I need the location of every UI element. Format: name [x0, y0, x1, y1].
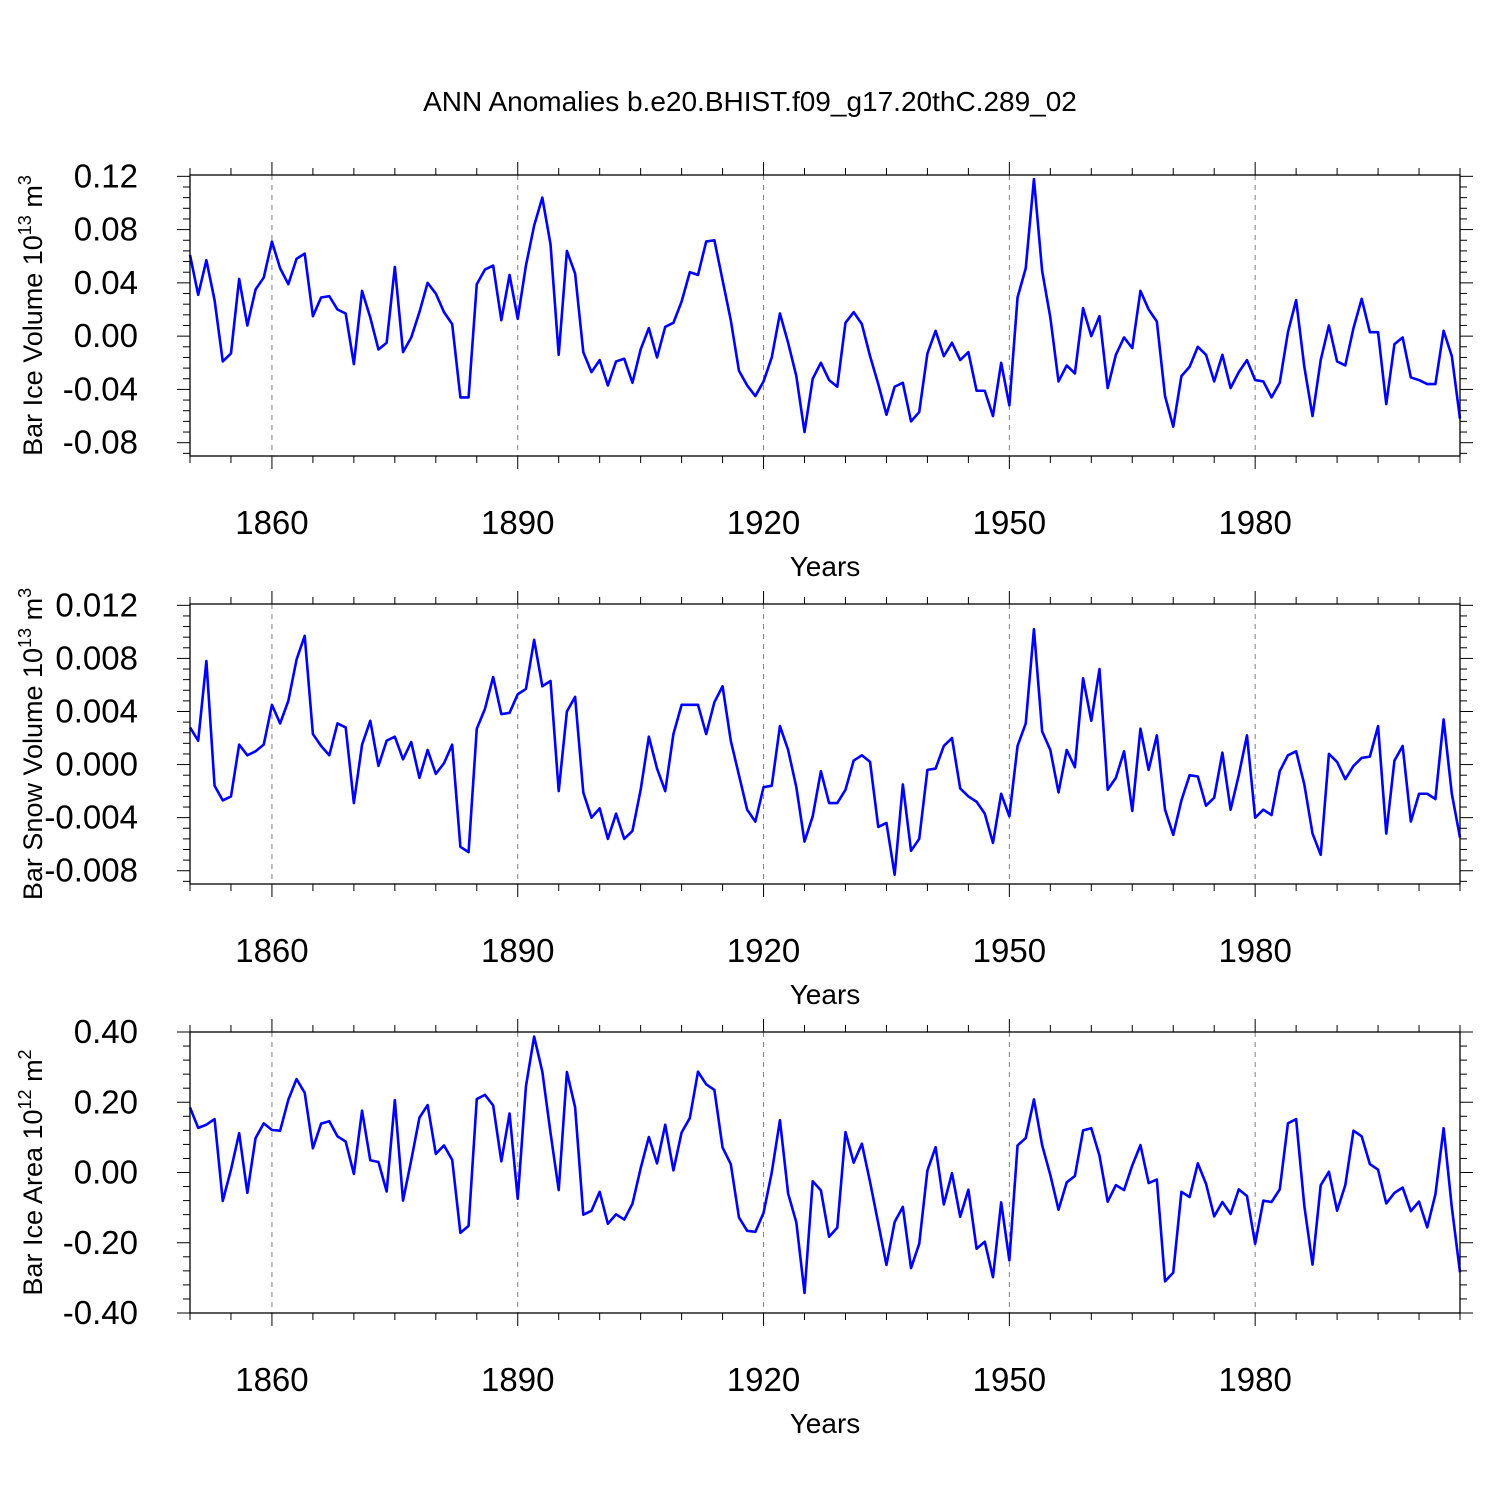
x-tick-label: 1950: [973, 1361, 1046, 1398]
figure-title: ANN Anomalies b.e20.BHIST.f09_g17.20thC.…: [423, 86, 1077, 117]
y-tick-label: -0.04: [63, 370, 138, 407]
y-tick-label: 0.20: [74, 1083, 138, 1120]
x-tick-label: 1920: [727, 1361, 800, 1398]
data-series-line: [188, 177, 1462, 434]
x-tick-label: 1890: [481, 504, 554, 541]
panel-snow-volume: 0.012 0.008 0.004 0.000 -0.004 -0.008 1860 1890…: [15, 586, 1473, 1010]
x-tick-label: 1890: [481, 932, 554, 969]
x-tick-label: 1860: [235, 1361, 308, 1398]
y-axis-title: Bar Ice Volume 1013 m3: [15, 175, 48, 456]
y-tick-label: 0.40: [74, 1013, 138, 1050]
y-tick-label: 0.00: [74, 1154, 138, 1191]
y-axis-title-text: Bar Ice Volume 10: [18, 235, 48, 456]
x-tick-label: 1980: [1218, 932, 1291, 969]
y-tick-label: 0.00: [74, 317, 138, 354]
y-tick-label: 0.008: [55, 639, 138, 676]
plot-frame: [189, 603, 1461, 885]
x-tick-label: 1980: [1218, 1361, 1291, 1398]
y-tick-label: -0.008: [44, 852, 138, 889]
x-tick-label: 1950: [973, 504, 1046, 541]
y-axis-title-text: Bar Ice Area 10: [18, 1109, 48, 1295]
y-axis-title-superscript: 13: [15, 215, 35, 235]
x-tick-label: 1950: [973, 932, 1046, 969]
x-tick-label: 1980: [1218, 504, 1291, 541]
y-tick-label: -0.20: [63, 1224, 138, 1261]
y-tick-label: 0.12: [74, 157, 138, 194]
plot-frame: [189, 174, 1461, 457]
x-tick-label: 1920: [727, 932, 800, 969]
y-tick-label: 0.04: [74, 264, 138, 301]
y-tick-label: 0.004: [55, 692, 138, 729]
y-axis-title-text: Bar Snow Volume 10: [18, 648, 48, 900]
y-tick-label: -0.40: [63, 1294, 138, 1331]
y-tick-label: 0.012: [55, 586, 138, 623]
y-axis-title-superscript: 3: [15, 175, 35, 185]
panel-ice-volume: 0.12 0.08 0.04 0.00 -0.04 -0.08 1860 1890 1920 19…: [15, 157, 1473, 582]
y-axis-title-superscript: 2: [15, 1049, 35, 1059]
y-tick-label: 0.000: [55, 746, 138, 783]
x-axis-title: Years: [790, 979, 861, 1010]
y-axis-title: Bar Snow Volume 1013 m3: [15, 588, 48, 900]
panel-ice-area: 0.40 0.20 0.00 -0.20 -0.40 1860 1890 1920 1950 19…: [15, 1013, 1473, 1439]
y-axis-title-superscript: 13: [15, 628, 35, 648]
y-tick-label: -0.08: [63, 424, 138, 461]
x-axis-title: Years: [790, 551, 861, 582]
x-axis-title: Years: [790, 1408, 861, 1439]
y-axis-title-superscript: 3: [15, 588, 35, 598]
y-axis-title-text: m: [18, 185, 48, 215]
y-axis-title: Bar Ice Area 1012 m2: [15, 1049, 48, 1295]
y-tick-label: -0.004: [44, 799, 138, 836]
y-axis-title-superscript: 12: [15, 1089, 35, 1109]
x-tick-label: 1860: [235, 932, 308, 969]
y-axis-title-text: m: [18, 598, 48, 628]
y-tick-label: 0.08: [74, 211, 138, 248]
y-axis-title-text: m: [18, 1059, 48, 1089]
data-series-line: [188, 1035, 1462, 1295]
x-tick-label: 1890: [481, 1361, 554, 1398]
x-tick-label: 1860: [235, 504, 308, 541]
x-tick-label: 1920: [727, 504, 800, 541]
data-series-line: [188, 627, 1462, 877]
